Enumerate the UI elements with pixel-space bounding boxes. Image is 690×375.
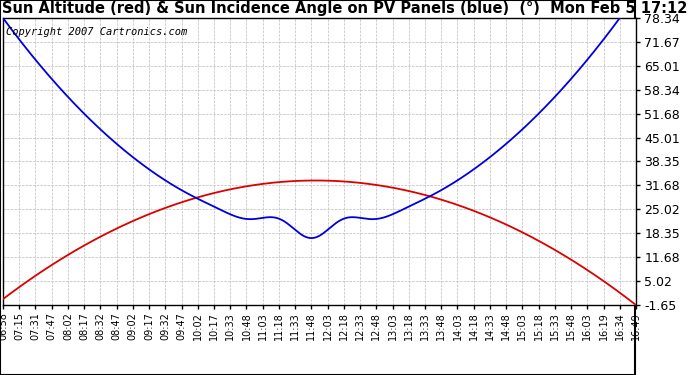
Text: Sun Altitude (red) & Sun Incidence Angle on PV Panels (blue)  (°)  Mon Feb 5 17:: Sun Altitude (red) & Sun Incidence Angle…: [2, 1, 688, 16]
Text: Copyright 2007 Cartronics.com: Copyright 2007 Cartronics.com: [6, 27, 188, 37]
